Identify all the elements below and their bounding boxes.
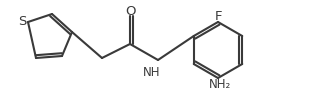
Text: S: S	[18, 15, 26, 27]
Text: F: F	[214, 10, 222, 22]
Text: NH₂: NH₂	[209, 77, 231, 91]
Text: NH: NH	[143, 65, 161, 79]
Text: O: O	[125, 4, 135, 18]
